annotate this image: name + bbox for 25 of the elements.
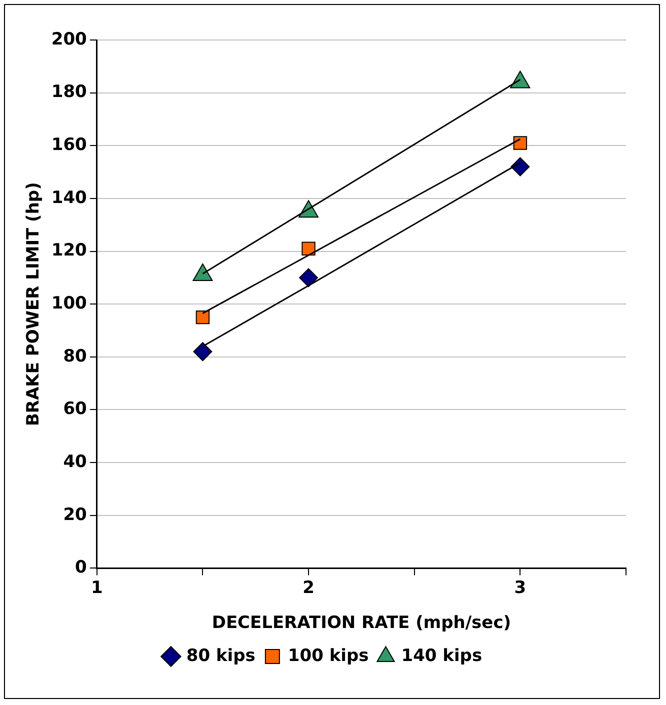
y-tick-label: 0 [75,558,88,578]
y-tick-label: 120 [51,240,88,261]
y-tick-label: 60 [63,399,88,420]
legend-label: 140 kips [401,646,482,666]
legend-label: 80 kips [186,646,256,666]
x-tick-label: 2 [302,578,314,598]
y-tick-label: 80 [63,346,88,366]
y-tick-label: 40 [63,452,88,472]
y-tick-label: 180 [51,82,88,102]
point [513,136,528,150]
x-axis-title: DECELERATION RATE (mph/sec) [212,613,512,634]
y-tick-label: 20 [63,504,88,525]
point [196,310,210,324]
point [302,242,316,256]
legend-label: 100 kips [288,646,369,666]
point [510,157,530,176]
y-tick-label: 140 [51,188,88,208]
x-tick-label: 1 [90,578,103,598]
point [299,268,318,288]
point [193,342,212,362]
y-tick-label: 160 [51,135,88,156]
y-tick-label: 200 [51,29,88,50]
x-tick-label: 3 [514,578,526,598]
y-axis-title: BRAKE POWER LIMIT (hp) [24,182,44,426]
y-tick-label: 100 [51,294,88,314]
